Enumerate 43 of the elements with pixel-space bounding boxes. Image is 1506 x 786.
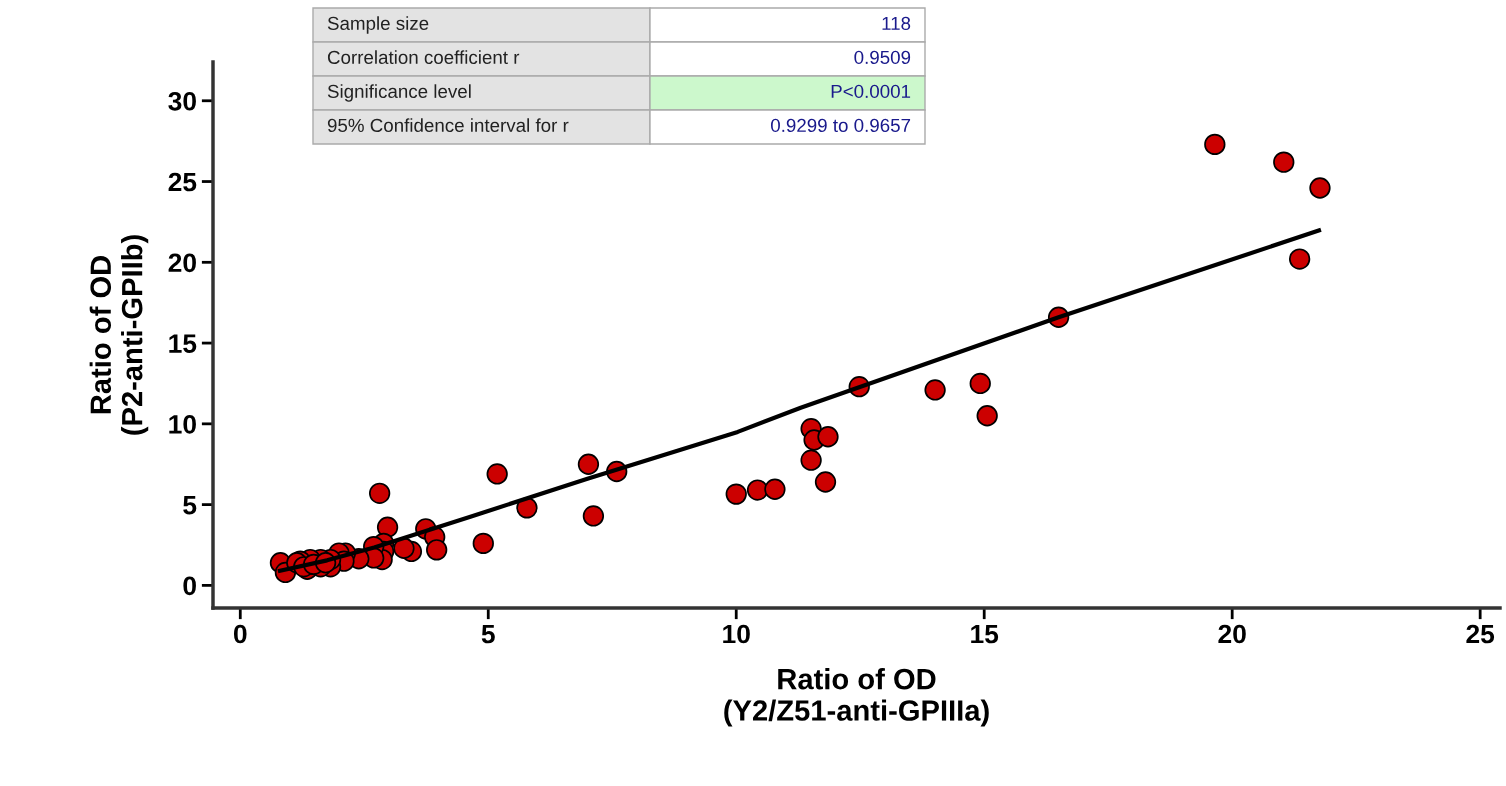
point: [746, 479, 769, 501]
x-axis-title: Ratio of OD (Y2/Z51-anti-GPIIIa): [724, 668, 989, 727]
text: Sample size: [327, 16, 429, 34]
annotation: 0.9509: [854, 50, 911, 65]
y-tick-label: 10: [169, 414, 196, 434]
point: [764, 478, 786, 500]
point: [368, 482, 391, 504]
annotation: 0.9299 to 0.9657: [770, 118, 911, 133]
x-tick-label: 0: [233, 624, 247, 644]
x-tick-label: 25: [1466, 624, 1495, 644]
point: [577, 453, 600, 475]
point: [1204, 133, 1226, 156]
y-axis-title: Ratio of OD (P2-anti-GPIIb): [89, 235, 149, 435]
annotation: 95% Confidence interval for r: [327, 118, 569, 133]
text: 118: [882, 16, 911, 31]
point: [800, 449, 822, 471]
y-tick-label: 5: [183, 496, 197, 515]
y-tick-label: 25: [168, 172, 197, 192]
point: [486, 463, 508, 485]
y-tick-label: 0: [183, 576, 196, 596]
x-tick-label: 15: [971, 624, 999, 644]
point: [1309, 177, 1331, 199]
point: [976, 405, 998, 427]
y-tick-label: 30: [168, 91, 196, 111]
point: [426, 539, 448, 561]
x-tick-label: 20: [1218, 624, 1246, 644]
annotation: Significance level: [327, 84, 471, 102]
point: [969, 372, 991, 395]
point: [725, 483, 747, 505]
y-tick-label: 15: [169, 334, 197, 353]
point: [393, 537, 415, 559]
point: [1288, 248, 1311, 270]
point: [1273, 151, 1295, 173]
point: [924, 379, 946, 401]
x-tick-label: 10: [723, 624, 750, 644]
point: [817, 426, 839, 448]
point: [814, 471, 837, 493]
point: [582, 505, 605, 527]
annotation: P<0.0001: [831, 84, 911, 99]
x-tick-label: 5: [481, 624, 495, 644]
point: [472, 532, 494, 555]
y-tick-label: 20: [168, 253, 196, 273]
annotation: Correlation coefficient r: [327, 50, 520, 65]
